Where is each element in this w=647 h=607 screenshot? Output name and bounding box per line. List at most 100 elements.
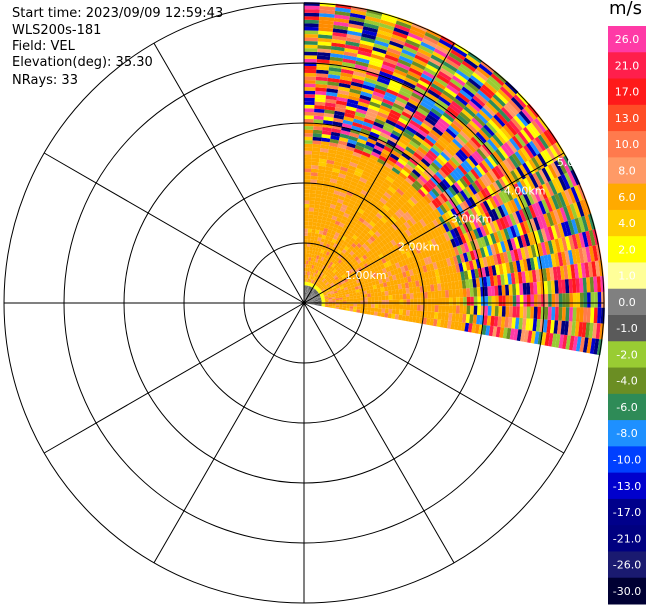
velocity-gate: [468, 219, 477, 231]
velocity-gate: [418, 174, 428, 184]
velocity-gate: [370, 311, 375, 316]
velocity-gate: [320, 141, 330, 146]
velocity-gate: [500, 240, 507, 253]
velocity-gate: [317, 289, 322, 293]
velocity-gate: [328, 280, 333, 285]
velocity-gate: [367, 307, 372, 312]
velocity-gate: [382, 267, 388, 274]
velocity-gate: [346, 296, 350, 300]
velocity-gate: [321, 187, 329, 193]
velocity-gate: [427, 231, 435, 241]
velocity-gate: [360, 223, 367, 230]
velocity-gate: [465, 103, 479, 115]
velocity-gate: [361, 151, 371, 158]
velocity-gate: [359, 245, 365, 252]
velocity-gate: [368, 264, 374, 270]
velocity-gate: [354, 231, 361, 238]
velocity-gate: [353, 190, 361, 197]
velocity-gate: [427, 291, 432, 299]
velocity-gate: [452, 169, 462, 180]
velocity-gate: [482, 276, 488, 287]
velocity-gate: [525, 124, 538, 139]
velocity-gate: [328, 225, 334, 231]
velocity-gate: [359, 39, 375, 47]
velocity-gate: [313, 254, 317, 259]
range-ring-label: 5.00km: [557, 156, 599, 169]
velocity-gate: [503, 202, 513, 215]
velocity-gate: [327, 152, 336, 158]
velocity-gate: [446, 320, 452, 329]
velocity-gate: [370, 268, 376, 274]
velocity-gate: [471, 323, 477, 334]
velocity-gate: [448, 186, 457, 197]
velocity-gate: [407, 174, 417, 183]
velocity-gate: [491, 265, 497, 276]
velocity-gate: [323, 291, 327, 295]
velocity-gate: [385, 88, 399, 97]
velocity-gate: [378, 247, 385, 254]
velocity-gate: [381, 181, 391, 189]
velocity-gate: [388, 112, 400, 121]
colorbar-tick-label: 26.0: [615, 33, 640, 46]
velocity-gate: [425, 181, 434, 191]
velocity-gate: [440, 251, 446, 260]
velocity-gate: [323, 250, 328, 255]
velocity-gate: [355, 289, 360, 293]
velocity-gate: [333, 290, 338, 294]
velocity-gate: [352, 151, 362, 158]
velocity-gate: [306, 285, 308, 290]
velocity-gate: [405, 177, 414, 186]
velocity-gate: [434, 290, 439, 299]
velocity-gate: [306, 292, 308, 297]
velocity-gate: [338, 195, 345, 201]
velocity-gate: [324, 280, 328, 285]
velocity-gate: [500, 144, 512, 158]
velocity-gate: [403, 264, 409, 272]
velocity-gate: [316, 179, 324, 185]
velocity-gate: [547, 254, 553, 268]
velocity-gate: [592, 322, 598, 339]
velocity-gate: [317, 299, 322, 301]
velocity-gate: [584, 214, 593, 231]
velocity-gate: [335, 272, 341, 277]
velocity-gate: [394, 314, 399, 320]
velocity-gate: [381, 299, 386, 305]
velocity-gate: [353, 303, 358, 307]
velocity-gate: [324, 305, 329, 308]
velocity-gate: [319, 13, 335, 18]
velocity-gate: [420, 122, 433, 132]
velocity-gate: [536, 115, 550, 131]
velocity-gate: [320, 268, 324, 273]
velocity-gate: [315, 247, 319, 252]
velocity-gate: [416, 128, 428, 138]
velocity-gate: [304, 242, 308, 247]
velocity-gate: [389, 133, 401, 142]
velocity-gate: [547, 164, 558, 179]
velocity-gate: [371, 304, 375, 308]
velocity-gate: [326, 290, 331, 294]
velocity-gate: [375, 203, 383, 210]
velocity-gate: [344, 175, 353, 181]
velocity-gate: [396, 188, 405, 196]
velocity-gate: [522, 258, 529, 272]
velocity-gate: [373, 206, 381, 213]
velocity-gate: [334, 110, 345, 117]
velocity-gate: [318, 16, 335, 22]
velocity-gate: [557, 192, 567, 208]
velocity-gate: [412, 316, 417, 323]
velocity-gate: [361, 259, 367, 266]
velocity-gate: [384, 308, 389, 314]
velocity-gate: [324, 271, 329, 276]
velocity-gate: [404, 201, 413, 210]
velocity-gate: [311, 165, 319, 170]
velocity-gate: [508, 213, 517, 226]
velocity-gate: [523, 294, 528, 307]
velocity-gate: [306, 274, 309, 279]
velocity-gate: [320, 277, 325, 282]
velocity-gate: [429, 86, 443, 96]
velocity-gate: [321, 288, 325, 292]
velocity-gate: [399, 254, 405, 261]
velocity-gate: [417, 304, 421, 312]
velocity-gate: [387, 285, 392, 291]
velocity-gate: [369, 101, 381, 109]
